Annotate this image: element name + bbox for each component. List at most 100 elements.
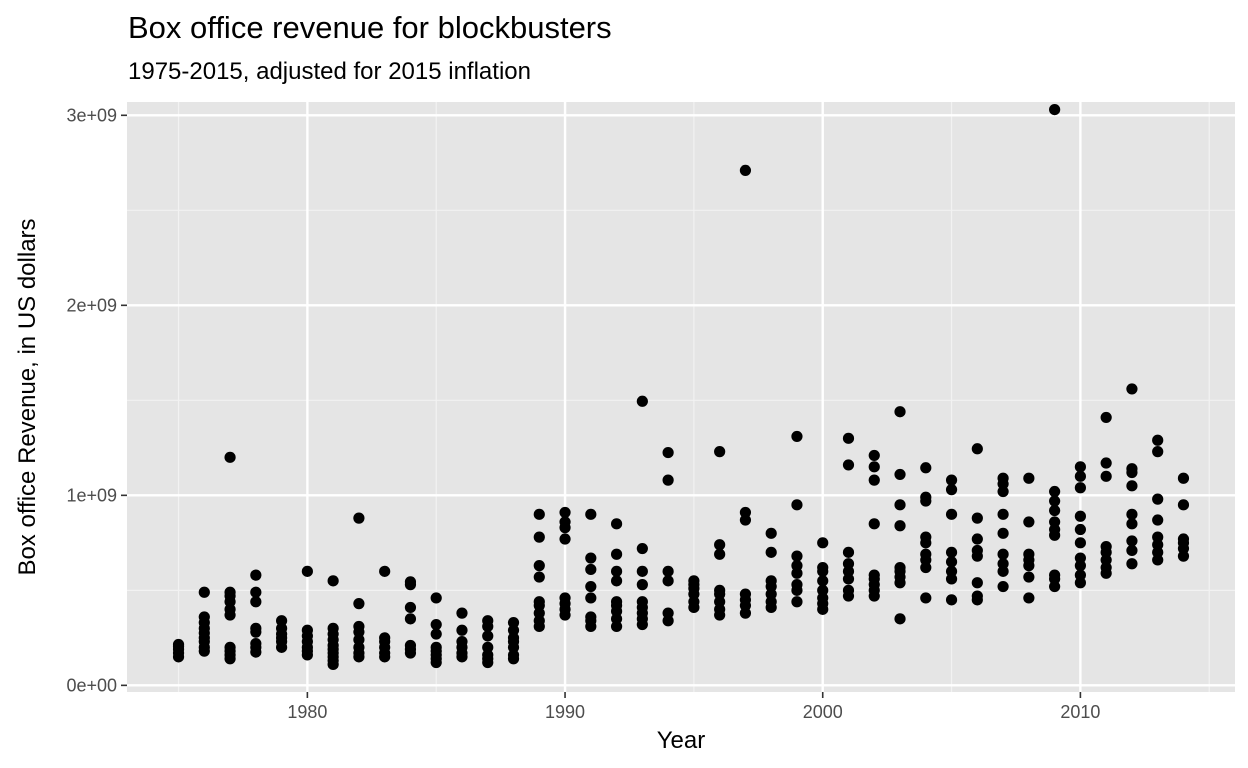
data-point bbox=[636, 565, 648, 577]
data-point bbox=[945, 474, 958, 486]
data-point bbox=[662, 575, 674, 587]
data-point bbox=[404, 639, 417, 652]
data-point bbox=[585, 611, 597, 623]
data-point bbox=[868, 474, 880, 486]
data-point bbox=[1152, 434, 1164, 446]
data-point bbox=[714, 548, 726, 560]
data-point bbox=[533, 531, 545, 543]
data-point bbox=[920, 592, 932, 604]
data-point bbox=[997, 548, 1009, 560]
data-point bbox=[945, 556, 958, 568]
data-point bbox=[301, 565, 313, 577]
data-point bbox=[868, 461, 880, 473]
data-point bbox=[894, 406, 906, 418]
x-tick-label: 1990 bbox=[545, 702, 585, 722]
data-point bbox=[971, 443, 983, 455]
data-point bbox=[276, 615, 288, 627]
data-point bbox=[1049, 104, 1061, 116]
data-point bbox=[1023, 592, 1035, 604]
data-point bbox=[1152, 493, 1164, 505]
data-point bbox=[842, 584, 855, 596]
y-axis-label: Box office Revenue, in US dollars bbox=[14, 218, 41, 575]
data-point bbox=[559, 592, 571, 604]
data-point bbox=[971, 512, 983, 524]
y-tick-label: 1e+09 bbox=[66, 485, 117, 505]
chart-title: Box office revenue for blockbusters bbox=[128, 10, 612, 45]
data-point bbox=[430, 641, 442, 653]
data-point bbox=[533, 571, 545, 583]
data-point bbox=[1074, 552, 1086, 564]
data-point bbox=[1126, 558, 1138, 570]
data-point bbox=[1100, 457, 1112, 469]
data-point bbox=[714, 584, 726, 596]
data-point bbox=[379, 632, 391, 644]
axes: 1980 1990 2000 2010 0e+00 1e+09 2e+09 3e+09 bbox=[66, 105, 1100, 722]
data-point bbox=[765, 527, 777, 539]
major-grid bbox=[127, 102, 1235, 692]
data-point bbox=[559, 516, 571, 528]
data-point bbox=[379, 565, 391, 577]
data-point bbox=[1100, 541, 1112, 553]
data-point bbox=[585, 592, 597, 604]
data-point bbox=[1074, 569, 1086, 581]
data-point bbox=[533, 560, 545, 572]
data-point bbox=[662, 474, 674, 486]
data-point bbox=[224, 586, 236, 598]
data-point bbox=[997, 527, 1009, 539]
data-point bbox=[610, 548, 623, 560]
data-point bbox=[482, 630, 494, 642]
data-point bbox=[1126, 535, 1138, 547]
data-point bbox=[430, 628, 442, 640]
data-point bbox=[585, 580, 597, 593]
chart-subtitle: 1975-2015, adjusted for 2015 inflation bbox=[128, 58, 531, 85]
data-point bbox=[714, 446, 726, 458]
data-point bbox=[482, 641, 494, 653]
data-point bbox=[1126, 518, 1138, 530]
data-point bbox=[714, 539, 726, 551]
data-point bbox=[1074, 537, 1086, 549]
data-point bbox=[172, 638, 185, 651]
data-point bbox=[1049, 504, 1061, 517]
data-point bbox=[610, 518, 623, 530]
data-point bbox=[250, 637, 262, 650]
data-point bbox=[533, 508, 545, 520]
data-point bbox=[971, 577, 983, 589]
data-point bbox=[1049, 569, 1061, 581]
data-point bbox=[997, 558, 1009, 570]
data-point bbox=[585, 508, 597, 520]
data-point bbox=[920, 462, 932, 474]
data-point bbox=[894, 520, 906, 532]
data-point bbox=[1074, 482, 1086, 494]
data-point bbox=[739, 588, 752, 600]
data-point bbox=[559, 506, 571, 519]
data-point bbox=[1049, 495, 1061, 507]
data-point bbox=[327, 622, 339, 634]
data-point bbox=[1074, 461, 1086, 473]
data-point bbox=[945, 594, 958, 606]
data-point bbox=[1100, 470, 1112, 482]
data-point bbox=[1023, 516, 1035, 528]
data-point bbox=[971, 590, 983, 602]
data-point bbox=[1126, 463, 1138, 475]
data-point bbox=[482, 615, 494, 627]
data-point bbox=[1100, 411, 1112, 424]
data-point bbox=[636, 542, 648, 555]
data-point bbox=[997, 580, 1009, 593]
data-point bbox=[353, 620, 365, 633]
data-point bbox=[1177, 499, 1190, 511]
data-point bbox=[739, 164, 752, 177]
data-point bbox=[250, 569, 262, 581]
data-point bbox=[971, 544, 983, 557]
data-point bbox=[868, 569, 880, 581]
data-point bbox=[688, 575, 700, 587]
data-point bbox=[1152, 514, 1164, 526]
data-points bbox=[172, 104, 1190, 671]
data-point bbox=[817, 537, 829, 549]
data-point bbox=[791, 499, 803, 511]
data-point bbox=[404, 601, 417, 614]
data-point bbox=[1152, 446, 1164, 458]
data-point bbox=[765, 575, 777, 587]
data-point bbox=[997, 472, 1009, 484]
data-point bbox=[817, 561, 829, 574]
data-point bbox=[817, 575, 829, 587]
